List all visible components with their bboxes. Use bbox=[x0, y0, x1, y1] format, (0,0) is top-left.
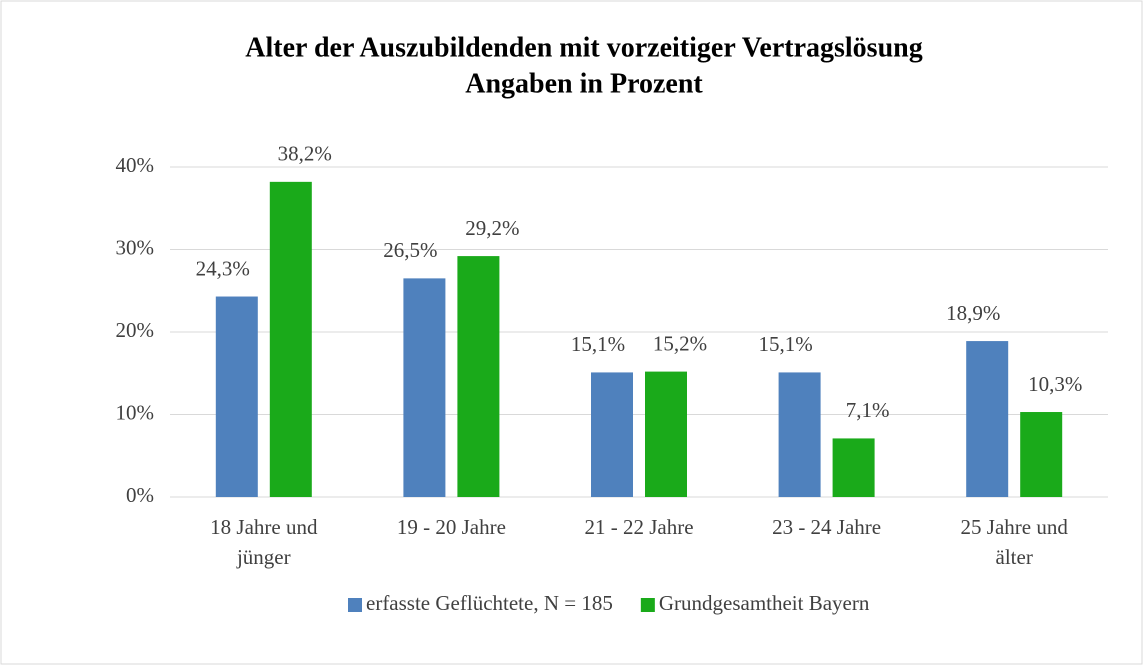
chart-title: Alter der Auszubildenden mit vorzeitiger… bbox=[245, 32, 922, 63]
value-label: 38,2% bbox=[278, 142, 332, 166]
bar bbox=[403, 278, 446, 497]
x-tick-label: 21 - 22 Jahre bbox=[584, 515, 693, 539]
bar bbox=[778, 372, 821, 497]
y-tick-label: 0% bbox=[126, 483, 154, 507]
legend-swatch bbox=[348, 598, 362, 612]
value-label: 7,1% bbox=[846, 398, 890, 422]
bar bbox=[269, 181, 312, 497]
y-tick-label: 10% bbox=[116, 400, 155, 424]
bar bbox=[457, 256, 500, 497]
bar bbox=[966, 341, 1009, 497]
x-tick-label: 25 Jahre und älter bbox=[961, 515, 1069, 569]
legend-swatch bbox=[640, 598, 655, 612]
value-label: 26,5% bbox=[383, 238, 437, 262]
bar bbox=[832, 438, 875, 497]
value-label: 15,2% bbox=[653, 331, 707, 355]
bar bbox=[1020, 412, 1063, 497]
legend-label: erfasste Geflüchtete, N = 185 bbox=[366, 591, 613, 615]
value-label: 15,1% bbox=[758, 332, 812, 356]
y-tick-label: 30% bbox=[116, 235, 155, 259]
value-label: 24,3% bbox=[196, 256, 250, 280]
value-label: 29,2% bbox=[465, 216, 519, 240]
legend-label: Grundgesamtheit Bayern bbox=[659, 591, 870, 615]
bar bbox=[645, 371, 687, 497]
y-tick-label: 40% bbox=[116, 153, 155, 177]
x-tick-label: 19 - 20 Jahre bbox=[397, 515, 506, 539]
value-label: 18,9% bbox=[946, 301, 1000, 325]
value-label: 10,3% bbox=[1028, 372, 1082, 396]
x-tick-label: 23 - 24 Jahre bbox=[772, 515, 881, 539]
bar bbox=[215, 296, 258, 497]
chart-subtitle: Angaben in Prozent bbox=[465, 68, 703, 99]
value-label: 15,1% bbox=[571, 332, 625, 356]
bar bbox=[591, 372, 633, 497]
x-tick-label: 18 Jahre und jünger bbox=[210, 515, 318, 569]
y-tick-label: 20% bbox=[116, 318, 155, 342]
